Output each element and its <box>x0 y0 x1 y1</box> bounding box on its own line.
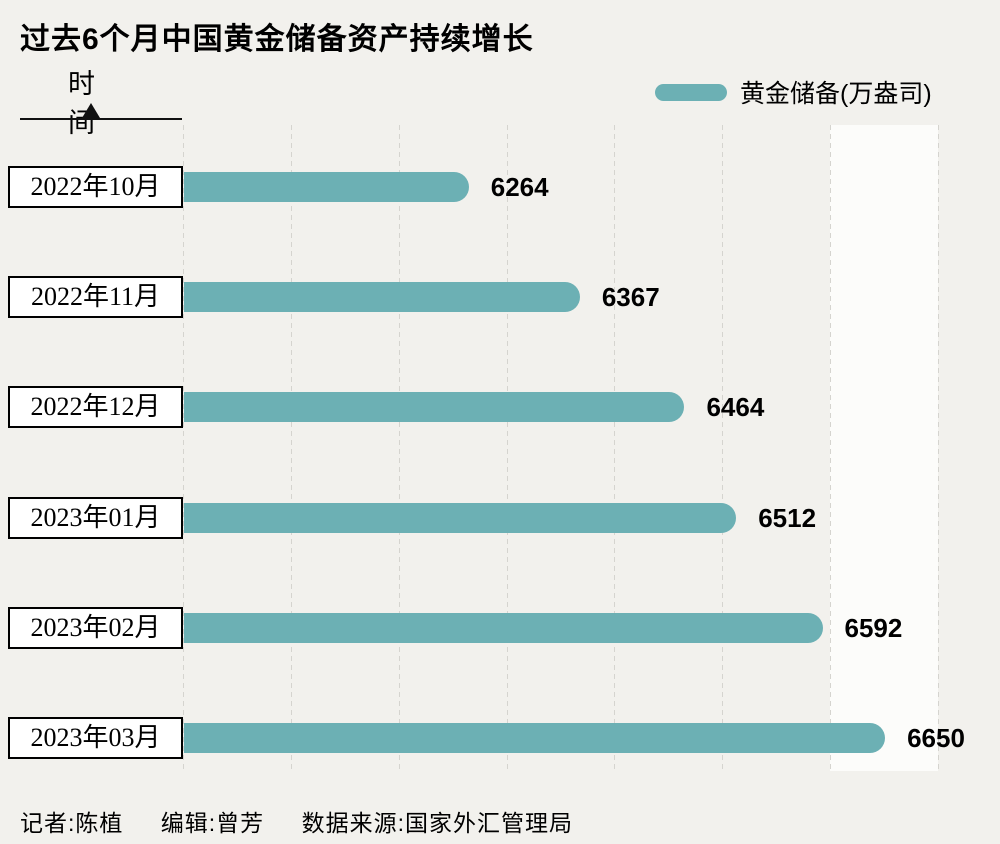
gridline <box>183 125 184 771</box>
credits: 记者:陈植 编辑:曾芳 数据来源:国家外汇管理局 <box>20 804 603 838</box>
value-label: 6464 <box>706 392 765 423</box>
axis-arrow-up-icon <box>82 103 100 118</box>
credit-reporter: 记者:陈植 <box>20 810 124 836</box>
plot-area: 2022年10月 6264 2022年11月 6367 2022年12月 6464 2023… <box>8 125 965 771</box>
category-label: 2023年02月 <box>8 606 183 649</box>
value-label: 6650 <box>907 723 965 753</box>
bar <box>184 172 469 202</box>
time-axis-label: 时间 <box>68 69 97 138</box>
category-label: 2023年03月 <box>8 717 183 759</box>
gridline <box>830 125 832 771</box>
gridline <box>398 125 400 771</box>
bar <box>184 723 886 753</box>
bar <box>184 612 823 643</box>
gridline <box>614 125 616 771</box>
axis-baseline <box>20 118 182 120</box>
value-label: 6592 <box>844 612 903 643</box>
category-label: 2023年01月 <box>8 496 183 539</box>
bar <box>184 282 580 313</box>
legend-label: 黄金储备(万盎司) <box>740 80 932 108</box>
category-label: 2022年12月 <box>8 386 183 429</box>
legend-swatch <box>655 83 727 101</box>
credit-editor: 编辑:曾芳 <box>160 810 265 836</box>
category-label: 2022年10月 <box>8 166 183 208</box>
gridline <box>290 125 292 771</box>
value-label: 6512 <box>758 502 817 533</box>
chart-title: 过去6个月中国黄金储备资产持续增长 <box>20 23 534 56</box>
gridline <box>722 125 724 771</box>
value-label: 6264 <box>490 172 549 202</box>
legend: 黄金储备(万盎司) <box>655 74 932 110</box>
bar <box>184 392 685 423</box>
gridline <box>506 125 508 771</box>
category-label: 2022年11月 <box>8 276 183 319</box>
gridline <box>938 125 939 771</box>
credit-source: 数据来源:国家外汇管理局 <box>301 810 573 836</box>
bar <box>184 502 737 533</box>
highlight-band <box>830 125 938 771</box>
value-label: 6367 <box>601 282 660 313</box>
